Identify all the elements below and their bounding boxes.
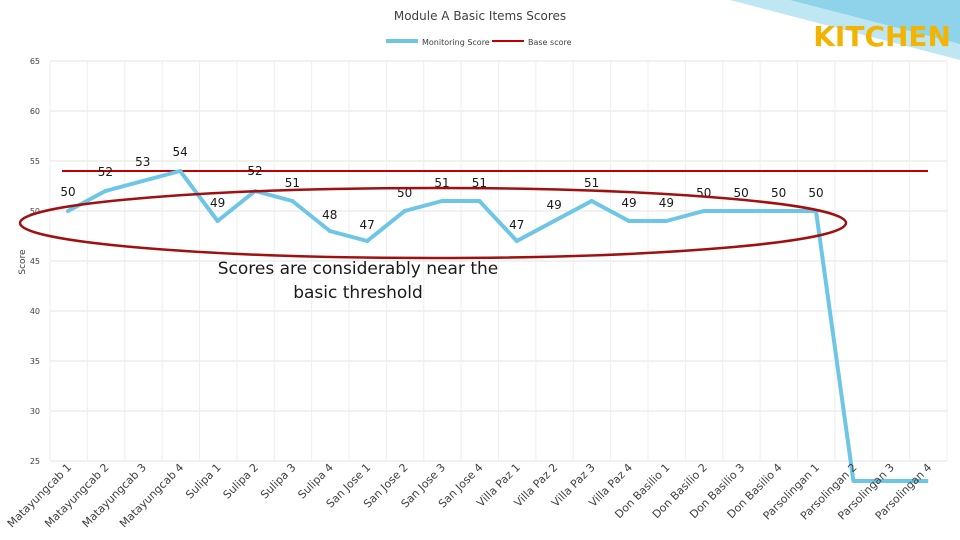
data-label: 48: [322, 208, 337, 222]
monitoring-point: [664, 219, 669, 223]
annotation-line-2: basic threshold: [293, 283, 423, 303]
monitoring-point: [776, 209, 781, 213]
corner-decoration: [730, 0, 960, 60]
x-tick-label: Matayungcab 3: [80, 461, 149, 530]
monitoring-point: [140, 179, 145, 183]
monitoring-point: [552, 219, 557, 223]
chart-title: Module A Basic Items Scores: [394, 9, 566, 23]
data-label: 49: [210, 196, 225, 210]
monitoring-point: [66, 209, 70, 213]
data-label: 47: [360, 218, 375, 232]
monitoring-point: [290, 199, 295, 203]
y-tick-label: 55: [30, 157, 40, 166]
data-labels: 50 52 53 54 49 52 51 48 47 50 51 51 47 49 51 49 49 50 50 50…: [60, 145, 823, 232]
monitoring-point: [103, 189, 108, 193]
data-label: 51: [285, 176, 300, 190]
y-axis-label: Score: [18, 249, 28, 275]
data-label: 51: [584, 176, 599, 190]
y-tick-label: 40: [30, 307, 40, 316]
x-tick-label: Matayungcab 2: [42, 461, 111, 530]
y-tick-label: 45: [30, 257, 40, 266]
y-tick-label: 50: [30, 207, 40, 216]
y-axis-ticks: 25 30 35 40 45 50 55 60 65: [30, 57, 40, 466]
badge-kitchen: KITCHEN: [813, 20, 951, 53]
monitoring-point: [477, 199, 482, 203]
data-label: 49: [621, 196, 636, 210]
gridlines: [49, 60, 948, 462]
monitoring-point: [402, 209, 407, 213]
data-label: 50: [771, 186, 786, 200]
legend-label-monitoring: Monitoring Score: [422, 38, 490, 47]
monitoring-point: [365, 239, 370, 243]
y-tick-label: 35: [30, 357, 40, 366]
monitoring-point: [627, 219, 631, 223]
data-label: 49: [547, 198, 562, 212]
data-label: 50: [734, 186, 749, 200]
monitoring-point: [215, 219, 220, 223]
data-label: 51: [472, 176, 487, 190]
x-tick-label: Sulipa 3: [258, 461, 299, 502]
data-label: 51: [434, 176, 449, 190]
x-tick-label: Sulipa 2: [221, 461, 262, 502]
monitoring-point: [327, 229, 332, 233]
annotation-line-1: Scores are considerably near the: [218, 259, 498, 279]
data-label: 53: [135, 155, 150, 169]
monitoring-point: [440, 199, 444, 203]
monitoring-point: [739, 209, 744, 213]
highlight-ellipse: [18, 186, 848, 260]
monitoring-point: [514, 239, 519, 243]
corner-triangle-dark: [790, 0, 960, 44]
y-tick-label: 60: [30, 107, 40, 116]
x-tick-label: Sulipa 1: [183, 461, 224, 502]
monitoring-point: [178, 169, 183, 173]
legend: Monitoring Score Base score: [386, 38, 572, 47]
data-label: 50: [60, 185, 75, 199]
data-label: 47: [509, 218, 524, 232]
monitoring-score-line: [67, 169, 929, 483]
data-label: 52: [247, 164, 262, 178]
y-tick-label: 65: [30, 57, 40, 66]
data-label: 52: [98, 165, 113, 179]
monitoring-point: [701, 209, 706, 213]
monitoring-point: [589, 199, 594, 203]
y-tick-label: 30: [30, 407, 40, 416]
x-tick-label: Matayungcab 1: [5, 461, 74, 530]
y-tick-label: 25: [30, 457, 40, 466]
data-label: 50: [808, 186, 823, 200]
data-label: 49: [659, 196, 674, 210]
series-monitoring-score: [66, 169, 929, 483]
data-label: 54: [173, 145, 188, 159]
x-tick-label: Matayungcab 4: [117, 461, 186, 530]
legend-label-base: Base score: [528, 38, 572, 47]
data-label: 50: [397, 186, 412, 200]
